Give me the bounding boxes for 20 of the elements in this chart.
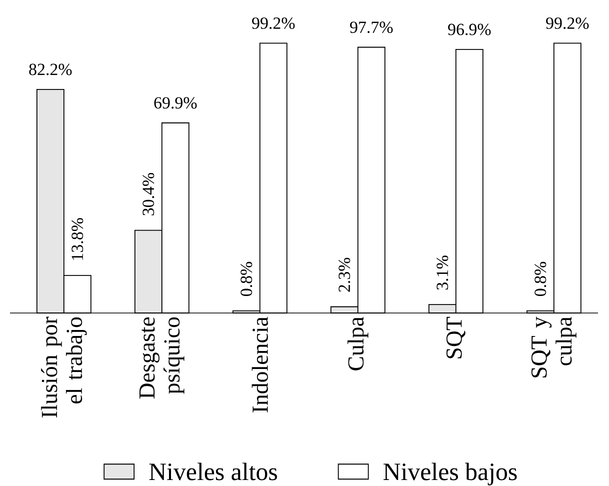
data-label: 99.2%: [252, 17, 295, 29]
data-label: 99.2%: [546, 17, 589, 29]
data-label: 97.7%: [350, 22, 393, 34]
legend-label: Niveles altos: [149, 462, 277, 480]
x-tick-label: Culpa: [348, 316, 368, 370]
x-tick-label: Ilusión por el trabajo: [41, 316, 87, 418]
data-label: 3.1%: [436, 256, 448, 290]
x-tick-label: Desgaste psíquico: [139, 317, 184, 399]
data-label: 2.3%: [338, 258, 350, 292]
x-tick-label: Indolencia: [252, 316, 268, 412]
data-label: 69.9%: [154, 97, 197, 109]
data-label: 0.8%: [534, 262, 546, 296]
data-label: 13.8%: [72, 218, 84, 260]
x-tick-label: SQT y culpa: [531, 316, 576, 378]
legend-label: Niveles bajos: [383, 462, 517, 486]
data-label: 82.2%: [29, 64, 72, 76]
data-label: 30.4%: [142, 172, 154, 216]
data-label: 96.9%: [448, 24, 491, 36]
data-label: 0.8%: [240, 262, 252, 296]
x-tick-label: SQT: [446, 316, 466, 358]
